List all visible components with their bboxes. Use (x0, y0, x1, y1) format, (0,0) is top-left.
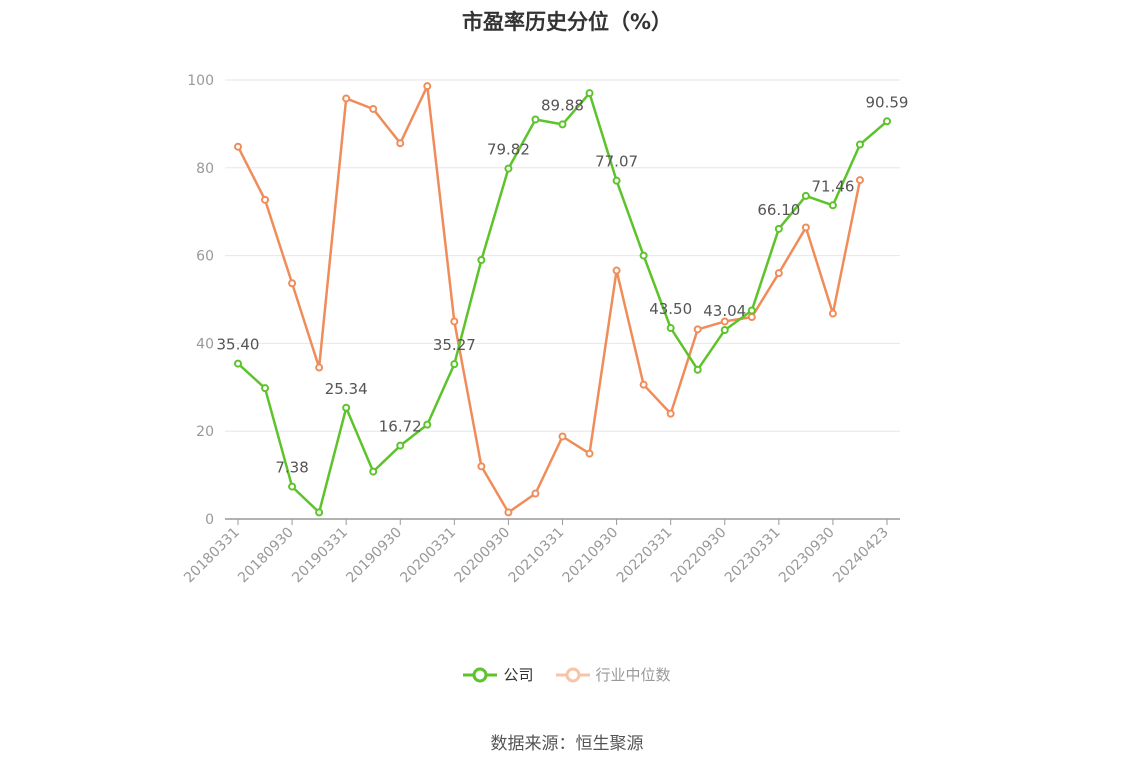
data-label: 66.10 (757, 201, 800, 219)
data-point (477, 462, 486, 471)
x-tick-label: 20200331 (397, 525, 459, 587)
data-point (234, 142, 242, 151)
source-note: 数据来源：恒生聚源 (490, 734, 644, 754)
data-point (261, 195, 270, 204)
data-point (693, 325, 702, 334)
y-tick-label: 60 (196, 249, 214, 265)
data-point (828, 309, 837, 318)
axes: 0 20 40 60 80 100 2018033120180930201903312019… (181, 73, 900, 586)
series-lines (234, 82, 891, 517)
data-point (558, 432, 567, 441)
data-point (288, 482, 297, 491)
x-tick-label: 20190930 (343, 525, 405, 587)
y-tick-label: 0 (205, 512, 214, 528)
data-point (504, 164, 513, 173)
data-point (342, 94, 351, 103)
x-tick-label: 20200930 (452, 525, 514, 587)
data-point (234, 359, 242, 368)
x-tick-label: 20240423 (830, 525, 892, 587)
data-point (639, 251, 648, 260)
data-label: 43.04 (703, 302, 746, 320)
data-point (558, 120, 567, 129)
x-tick-label: 20210331 (506, 525, 568, 587)
data-label: 35.40 (217, 336, 260, 354)
x-tick-label: 20230930 (776, 525, 838, 587)
data-point (774, 269, 783, 278)
data-labels: 35.40 7.38 25.34 16.72 35.27 79.82 89.88 77.07 4… (217, 93, 909, 476)
data-point (774, 224, 783, 233)
data-point (828, 201, 837, 210)
data-point (693, 365, 702, 374)
data-point (477, 255, 486, 264)
data-point (585, 449, 594, 458)
grid-lines (225, 79, 900, 432)
data-point (801, 191, 810, 200)
x-tick-label: 20220930 (668, 525, 730, 587)
data-label: 89.88 (541, 96, 584, 114)
data-point (585, 89, 594, 98)
data-label: 7.38 (275, 459, 308, 477)
data-point (666, 324, 675, 333)
legend: 公司 行业中位数 (0, 664, 1134, 685)
x-tick-label: 20230331 (722, 525, 784, 587)
data-point (315, 508, 324, 517)
data-point (855, 140, 864, 149)
legend-label: 公司 (503, 666, 534, 684)
legend-marker-icon (555, 667, 590, 682)
data-point (747, 306, 756, 315)
data-point (423, 82, 432, 91)
data-label: 16.72 (379, 418, 422, 436)
data-point (450, 360, 459, 369)
chart-title: 市盈率历史分位（%） (461, 10, 673, 34)
y-tick-label: 100 (187, 73, 214, 89)
data-label: 43.50 (649, 300, 692, 318)
data-label: 25.34 (325, 380, 368, 398)
x-tick-label: 20180331 (181, 525, 243, 587)
data-point (720, 326, 729, 335)
legend-item-industry-median[interactable]: 行业中位数 (555, 664, 671, 685)
data-point (369, 467, 378, 476)
x-tick-label: 20210930 (560, 525, 622, 587)
data-point (720, 317, 729, 326)
data-label: 79.82 (487, 141, 530, 159)
data-point (396, 139, 405, 148)
legend-label: 行业中位数 (595, 666, 671, 684)
data-label: 77.07 (595, 153, 638, 171)
y-tick-label: 80 (196, 161, 214, 177)
legend-marker-icon (463, 667, 498, 682)
x-tick-label: 20180930 (235, 525, 297, 587)
data-point (423, 420, 432, 429)
data-point (855, 176, 864, 185)
data-point (369, 104, 378, 113)
data-point (666, 409, 675, 418)
data-point (342, 403, 351, 412)
data-point (531, 489, 540, 498)
data-point (612, 266, 621, 275)
data-point (450, 317, 459, 326)
y-tick-label: 20 (196, 424, 214, 440)
data-point (396, 441, 405, 450)
data-point (261, 384, 270, 393)
data-label: 71.46 (811, 177, 854, 195)
data-point (531, 115, 540, 124)
data-point (747, 313, 756, 322)
data-label: 35.27 (433, 336, 476, 354)
data-point (315, 363, 324, 372)
legend-item-company[interactable]: 公司 (463, 664, 534, 685)
series-line-1 (236, 84, 862, 514)
data-point (504, 508, 513, 517)
data-label: 90.59 (866, 93, 909, 111)
data-point (612, 176, 621, 185)
data-point (639, 380, 648, 389)
series-line-0 (237, 91, 888, 514)
x-tick-label: 20190331 (289, 525, 351, 587)
data-point (883, 117, 891, 126)
data-point (288, 279, 297, 288)
y-tick-label: 40 (196, 336, 214, 352)
x-tick-label: 20220331 (614, 525, 676, 587)
data-point (801, 223, 810, 232)
